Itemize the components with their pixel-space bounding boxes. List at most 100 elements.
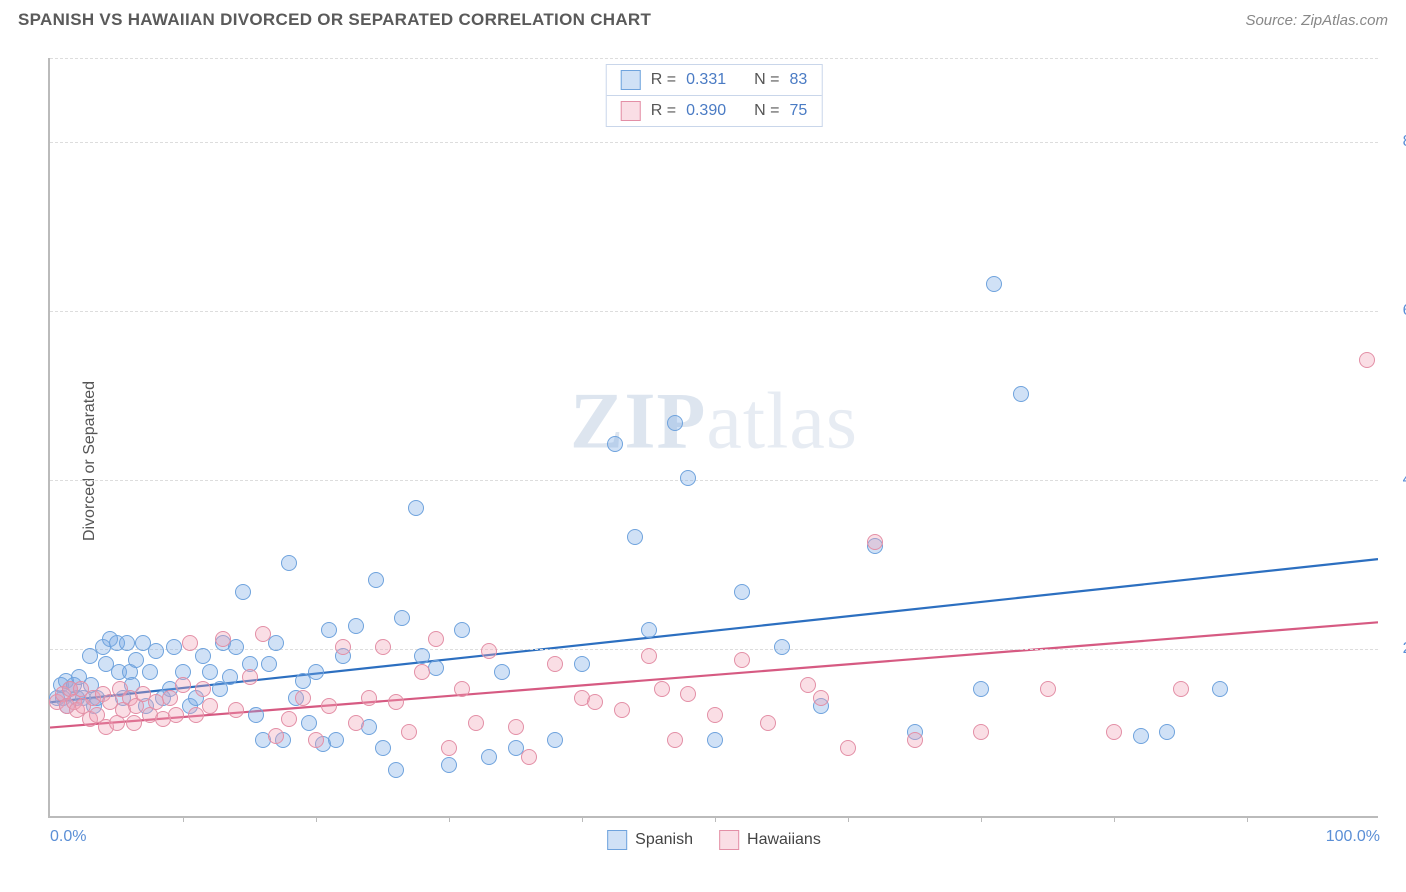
scatter-point (138, 698, 154, 714)
series-label-hawaiians: Hawaiians (747, 831, 821, 849)
scatter-point (188, 707, 204, 723)
scatter-point (1159, 724, 1175, 740)
scatter-point (71, 669, 87, 685)
scatter-point (295, 690, 311, 706)
scatter-point (95, 639, 111, 655)
scatter-point (228, 702, 244, 718)
swatch-hawaiians (621, 101, 641, 121)
x-tick (1247, 816, 1248, 822)
scatter-point (175, 664, 191, 680)
scatter-point (75, 690, 91, 706)
y-tick-label: 20.0% (1403, 640, 1406, 658)
scatter-point (1106, 724, 1122, 740)
scatter-point (454, 622, 470, 638)
scatter-point (182, 698, 198, 714)
scatter-point (508, 719, 524, 735)
series-legend: Spanish Hawaiians (607, 830, 821, 850)
scatter-point (215, 631, 231, 647)
scatter-point (907, 724, 923, 740)
scatter-point (813, 690, 829, 706)
x-tick (848, 816, 849, 822)
series-legend-spanish: Spanish (607, 830, 693, 850)
scatter-point (667, 732, 683, 748)
scatter-point (986, 276, 1002, 292)
scatter-point (328, 732, 344, 748)
scatter-point (109, 715, 125, 731)
scatter-point (760, 715, 776, 731)
grid-line (50, 480, 1378, 481)
swatch-hawaiians (719, 830, 739, 850)
x-tick (183, 816, 184, 822)
scatter-point (98, 719, 114, 735)
scatter-point (574, 690, 590, 706)
n-value-spanish: 83 (789, 71, 807, 89)
scatter-point (85, 690, 101, 706)
trend-lines-layer (50, 58, 1378, 816)
scatter-point (82, 711, 98, 727)
scatter-point (281, 555, 297, 571)
scatter-point (135, 635, 151, 651)
scatter-point (614, 702, 630, 718)
scatter-point (166, 639, 182, 655)
scatter-point (89, 690, 105, 706)
scatter-point (59, 698, 75, 714)
plot-area: ZIPatlas R = 0.331 N = 83 R = 0.390 N = … (48, 58, 1378, 818)
scatter-point (124, 677, 140, 693)
scatter-point (641, 648, 657, 664)
n-value-hawaiians: 75 (789, 102, 807, 120)
scatter-point (162, 681, 178, 697)
scatter-point (428, 631, 444, 647)
y-tick-label: 60.0% (1403, 302, 1406, 320)
scatter-point (481, 749, 497, 765)
scatter-point (308, 664, 324, 680)
scatter-point (235, 584, 251, 600)
scatter-point (315, 736, 331, 752)
scatter-point (368, 572, 384, 588)
scatter-point (128, 698, 144, 714)
scatter-point (508, 740, 524, 756)
scatter-point (973, 724, 989, 740)
scatter-point (375, 639, 391, 655)
chart-container: Divorced or Separated ZIPatlas R = 0.331… (0, 38, 1406, 883)
grid-line (50, 58, 1378, 59)
scatter-point (102, 631, 118, 647)
scatter-point (627, 529, 643, 545)
scatter-point (348, 618, 364, 634)
scatter-point (388, 762, 404, 778)
scatter-point (83, 677, 99, 693)
scatter-point (242, 669, 258, 685)
scatter-point (69, 702, 85, 718)
page-title: SPANISH VS HAWAIIAN DIVORCED OR SEPARATE… (18, 10, 651, 30)
scatter-point (1040, 681, 1056, 697)
scatter-point (148, 643, 164, 659)
correlation-legend-row-hawaiians: R = 0.390 N = 75 (607, 95, 822, 126)
r-label: R = (651, 102, 676, 120)
scatter-point (813, 698, 829, 714)
scatter-point (574, 656, 590, 672)
r-label: R = (651, 71, 676, 89)
scatter-point (441, 757, 457, 773)
scatter-point (175, 677, 191, 693)
scatter-point (361, 719, 377, 735)
scatter-point (222, 669, 238, 685)
scatter-point (62, 681, 78, 697)
scatter-point (321, 622, 337, 638)
scatter-point (49, 690, 65, 706)
scatter-point (255, 626, 271, 642)
scatter-point (102, 694, 118, 710)
scatter-point (182, 635, 198, 651)
scatter-point (547, 732, 563, 748)
scatter-point (89, 707, 105, 723)
swatch-spanish (621, 70, 641, 90)
scatter-point (375, 740, 391, 756)
scatter-point (1212, 681, 1228, 697)
scatter-point (335, 639, 351, 655)
scatter-point (408, 500, 424, 516)
scatter-point (321, 698, 337, 714)
scatter-point (1013, 386, 1029, 402)
scatter-point (308, 732, 324, 748)
scatter-point (641, 622, 657, 638)
scatter-point (168, 707, 184, 723)
scatter-point (255, 732, 271, 748)
scatter-point (667, 415, 683, 431)
